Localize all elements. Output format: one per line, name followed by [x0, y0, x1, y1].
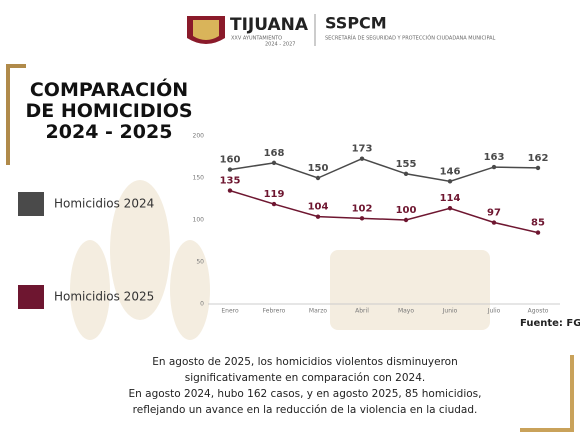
data-label: 150: [308, 163, 329, 174]
point: [227, 188, 233, 193]
data-label: 168: [264, 148, 285, 159]
data-label: 85: [531, 218, 545, 229]
series-line: [229, 157, 539, 183]
data-label: 135: [220, 176, 241, 187]
point: [359, 156, 365, 161]
point: [271, 160, 277, 166]
header-agency: SSPCM: [325, 14, 387, 33]
data-label: 173: [352, 144, 373, 155]
point: [535, 230, 541, 235]
y-tick-label: 0: [200, 301, 204, 308]
data-label: 163: [484, 152, 505, 163]
chart-title: COMPARACIÓN DE HOMICIDIOS 2024 - 2025: [25, 79, 193, 143]
x-tick-label: Agosto: [528, 308, 549, 315]
data-label: 114: [440, 193, 461, 204]
point: [447, 206, 453, 211]
data-label: 102: [352, 203, 373, 214]
y-tick-label: 100: [193, 217, 205, 224]
point: [535, 165, 541, 171]
data-label: 119: [264, 189, 285, 200]
header-period: 2024 - 2027: [265, 42, 295, 48]
point: [315, 214, 321, 219]
y-tick-label: 200: [193, 133, 205, 140]
annotation: significativamente en comparación con 20…: [185, 372, 425, 384]
header-council: XXV AYUNTAMIENTO: [231, 36, 282, 42]
point: [403, 217, 409, 223]
point: [315, 175, 321, 181]
legend-swatch: [18, 192, 44, 216]
source: Fuente: FGE: [520, 318, 580, 329]
point: [271, 201, 277, 207]
point: [359, 216, 365, 221]
annotation: En agosto 2024, hubo 162 casos, y en ago…: [129, 388, 482, 400]
logo: [187, 16, 225, 44]
legend-label: Homicidios 2025: [54, 290, 154, 304]
annotation: reflejando un avance en la reducción de …: [133, 404, 478, 416]
y-tick-label: 150: [193, 175, 205, 182]
data-label: 97: [487, 208, 501, 219]
series-line: [229, 189, 539, 234]
x-tick-label: Febrero: [263, 308, 286, 315]
data-label: 100: [396, 205, 417, 216]
x-tick-label: Abril: [355, 308, 369, 315]
point: [491, 220, 497, 225]
data-label: 162: [528, 153, 549, 164]
point: [491, 164, 497, 170]
legend-label: Homicidios 2024: [54, 197, 154, 211]
legend-swatch: [18, 285, 44, 309]
x-tick-label: Junio: [442, 308, 458, 315]
x-tick-label: Mayo: [398, 308, 414, 315]
bracket: [520, 355, 574, 432]
annotation: En agosto de 2025, los homicidios violen…: [152, 356, 458, 368]
data-label: 155: [396, 159, 417, 170]
watermark: [70, 180, 490, 340]
x-tick-label: Marzo: [309, 308, 327, 315]
bracket: [6, 64, 26, 165]
data-label: 160: [220, 155, 241, 166]
point: [403, 171, 409, 176]
point: [227, 167, 233, 172]
y-tick-label: 50: [196, 259, 204, 266]
x-tick-label: Julio: [487, 308, 501, 315]
point: [447, 179, 453, 184]
header-agency-name: SECRETARÍA DE SEGURIDAD Y PROTECCIÓN CIU…: [325, 35, 496, 42]
data-label: 146: [440, 166, 461, 177]
header-city: TIJUANA: [230, 15, 309, 35]
x-tick-label: Enero: [221, 308, 239, 315]
data-label: 104: [308, 202, 329, 213]
